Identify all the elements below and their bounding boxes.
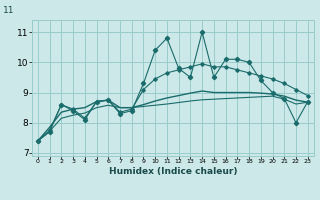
X-axis label: Humidex (Indice chaleur): Humidex (Indice chaleur)	[108, 167, 237, 176]
Text: 11: 11	[3, 6, 15, 15]
